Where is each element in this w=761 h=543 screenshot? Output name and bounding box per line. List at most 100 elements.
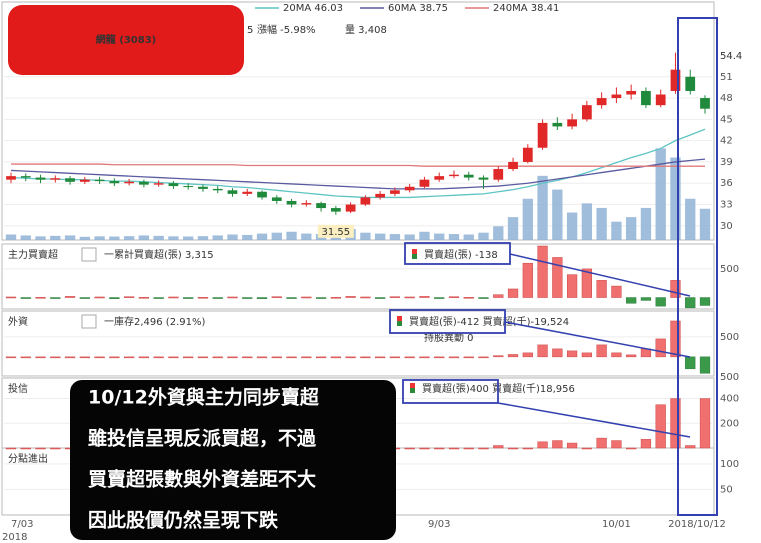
pointer-line [504,321,691,358]
flow-bar [330,297,341,299]
annotation-line: 雖投信呈現反派買超，不過 [88,427,317,450]
flow-bar [685,297,696,309]
flow-bar [124,296,135,298]
candle-body [286,200,297,205]
flow-bar [685,356,696,370]
candle-body [508,161,518,170]
panel-frame [1,243,715,310]
flow-bar [448,447,460,450]
candle-body [50,178,61,180]
flow-bar [330,356,341,359]
candle-body [301,203,312,205]
annotation-line: 因此股價仍然呈現下跌 [88,509,279,532]
volume-bar [50,235,61,240]
flow-bar [419,296,430,298]
panel-dropdown[interactable] [81,247,97,262]
volume-bar [581,203,593,240]
y-tick-label: 30 [720,221,733,232]
flow-bar [345,296,356,298]
flow-bar [94,356,105,359]
flow-bar [581,352,592,358]
volume-bar [212,235,223,240]
flow-bar [375,297,386,299]
flow-bar [611,352,622,358]
flow-bar [655,297,666,307]
flow-bar [242,297,253,299]
candle-body [109,181,120,184]
candle-body [35,177,46,180]
flow-bar [640,439,652,449]
panel-frame [1,310,715,377]
candle-body [20,176,31,178]
candle-body [552,122,563,127]
volume-bar [79,236,90,240]
panel-dropdown[interactable] [81,314,97,329]
volume-bar [434,233,445,240]
flow-bar [448,356,460,359]
value-icon [410,383,415,388]
flow-bar [640,348,652,358]
flow-bar [404,447,415,450]
candle-body [493,169,504,180]
flow-bar [227,356,238,359]
candle-body [434,176,445,180]
flow-bar [685,445,696,449]
flow-bar [507,354,519,358]
flow-bar [79,356,90,359]
candle-body [242,191,253,194]
flow-bar [153,356,164,359]
flow-bar [581,447,592,450]
candle-body [641,90,651,106]
volume-bar [242,234,253,240]
volume-label: 量 3,408 [345,24,387,36]
flow-bar [463,447,474,450]
flow-bar [124,356,135,359]
flow-bar [493,355,504,358]
candle-body [700,98,710,109]
volume-bar [611,221,622,240]
flow-bar [522,262,533,298]
highlight-box [389,309,506,334]
volume-bar [138,235,150,240]
volume-bar [389,234,401,240]
flow-bar [419,447,430,450]
volume-bar [419,231,430,240]
flow-bar [315,356,327,359]
x-tick-label: 9/03 [428,519,450,530]
ma-line [11,163,705,167]
flow-bar [197,356,209,359]
flow-bar [315,297,327,299]
flow-bar [626,297,637,304]
volume-bar [448,234,460,240]
flow-bar [478,447,489,450]
candle-body [153,183,164,185]
y-tick-label: 500 [720,332,739,343]
volume-bar [374,233,386,240]
flow-bar [168,356,179,359]
panel-value-text: 買賣超(張)-412 買賣超(千)-19,524 [409,315,569,328]
candle-body [257,191,267,198]
flow-bar [271,296,282,298]
candle-body [419,179,430,187]
volume-bar [64,235,76,240]
volume-bar [566,212,578,240]
flow-bar [434,447,445,450]
x-tick-label: 10/01 [602,519,631,530]
candle-body [6,176,16,180]
flow-bar [35,297,46,299]
flow-bar [670,320,681,358]
panel-line-label: 一累計買賣超(張) 3,315 [104,248,214,261]
volume-bar [183,236,194,240]
pointer-line [497,402,691,438]
candle-body [65,178,75,182]
flow-bar [242,356,253,359]
candle-body [537,122,548,148]
flow-bar [596,280,607,298]
flow-bar [79,297,90,299]
flow-bar [109,297,120,299]
flow-bar [227,296,238,299]
flow-bar [699,356,711,374]
low-label: 31.55 [322,227,351,238]
volume-bar [168,236,179,240]
candle-body [227,190,238,194]
